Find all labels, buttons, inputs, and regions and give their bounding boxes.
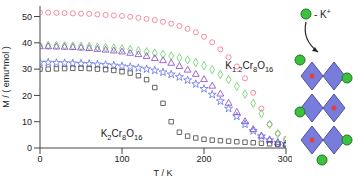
svg-text:M / ( emu*mol ): M / ( emu*mol ) [8, 46, 11, 108]
svg-text:K2Cr8O16: K2Cr8O16 [101, 128, 143, 142]
svg-text:K1.2Cr8O16: K1.2Cr8O16 [225, 60, 273, 74]
svg-text:20: 20 [22, 91, 32, 101]
svg-text:40: 40 [22, 38, 32, 48]
svg-text:300: 300 [278, 154, 292, 164]
svg-text:T / K: T / K [154, 168, 173, 178]
svg-text:100: 100 [114, 154, 129, 164]
svg-text:0: 0 [27, 143, 32, 153]
svg-text:30: 30 [22, 64, 32, 74]
svg-text:200: 200 [196, 154, 211, 164]
svg-text:10: 10 [22, 117, 32, 127]
svg-text:0: 0 [37, 154, 42, 164]
svg-text:- K+: - K+ [314, 8, 331, 20]
svg-text:50: 50 [22, 12, 32, 22]
